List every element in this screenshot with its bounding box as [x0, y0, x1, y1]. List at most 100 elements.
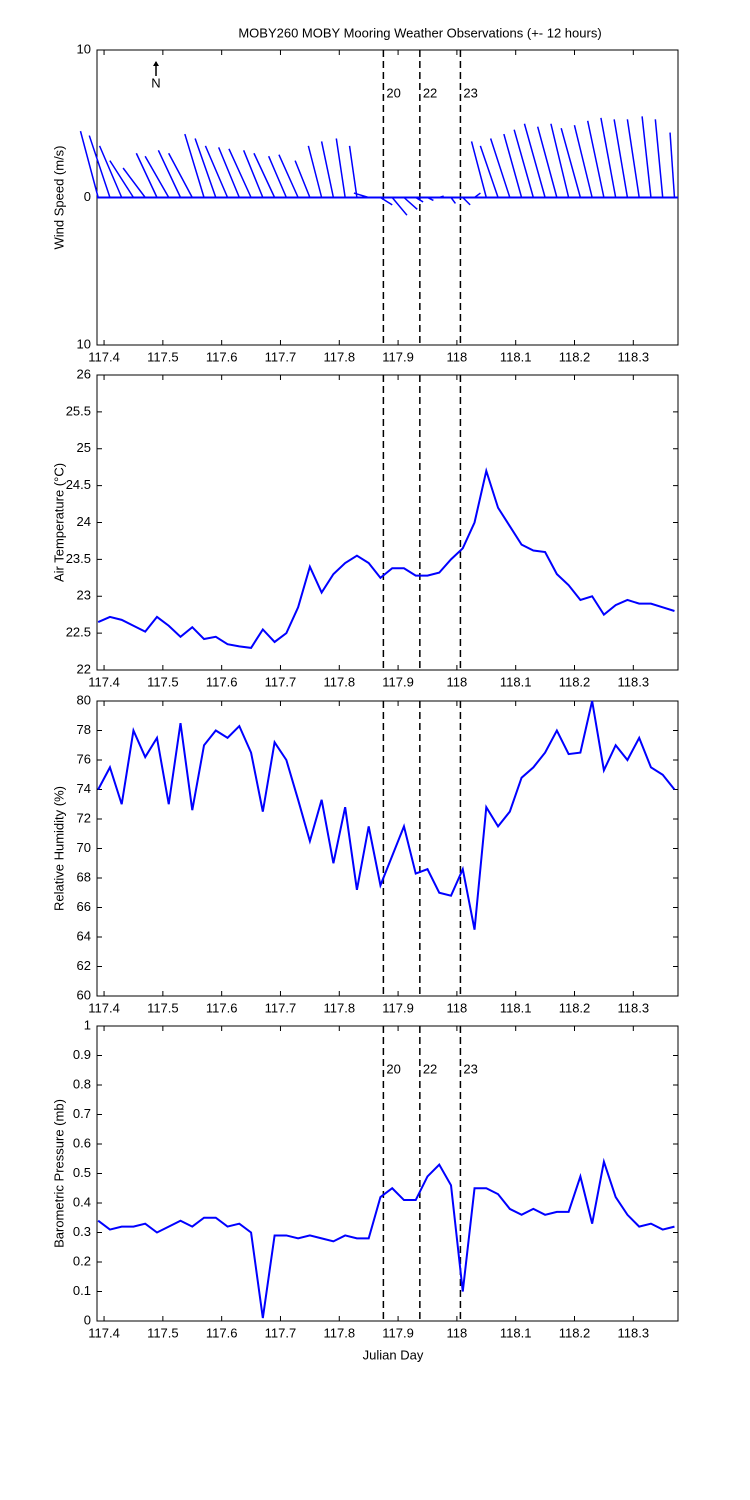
- x-tick-label: 117.5: [147, 349, 179, 364]
- x-tick-label: 117.6: [206, 1325, 238, 1340]
- wind-stick: [294, 160, 311, 198]
- x-tick-label: 117.8: [323, 1000, 355, 1015]
- wind-stick: [122, 167, 146, 198]
- y-tick-label: 0.2: [73, 1253, 91, 1268]
- wind-stick: [242, 150, 264, 198]
- y-tick-label: 60: [77, 987, 91, 1002]
- x-axis-label: Julian Day: [363, 1347, 424, 1362]
- y-tick-label: 0.4: [73, 1194, 91, 1209]
- y-tick-label: 72: [77, 810, 91, 825]
- y-tick-label: 70: [77, 840, 91, 855]
- data-line: [97, 1157, 675, 1319]
- event-label: 22: [423, 1062, 437, 1077]
- y-axis-label: Relative Humidity (%): [51, 786, 66, 911]
- x-tick-label: 117.6: [206, 349, 238, 364]
- wind-stick: [204, 145, 229, 198]
- x-tick-label: 118.1: [500, 1000, 532, 1015]
- y-tick-label: 0.5: [73, 1165, 91, 1180]
- y-tick-label: 1: [84, 1017, 91, 1032]
- panel: Relative Humidity (%) 117.4 117.5 117.6 117.…: [51, 692, 679, 1015]
- x-tick-label: 117.7: [265, 674, 297, 689]
- x-tick-label: 118.3: [618, 674, 650, 689]
- event-label: 20: [386, 1062, 400, 1077]
- y-tick-label: 0.6: [73, 1135, 91, 1150]
- wind-stick: [479, 145, 499, 198]
- wind-stick: [573, 125, 593, 198]
- wind-stick: [253, 152, 276, 198]
- x-tick-label: 117.6: [206, 674, 238, 689]
- y-axis-label: Barometric Pressure (mb): [51, 1099, 66, 1248]
- x-tick-label: 117.4: [88, 1000, 120, 1015]
- y-tick-label: 0.1: [73, 1283, 91, 1298]
- wind-stick: [462, 196, 471, 206]
- y-tick-label: 62: [77, 958, 91, 973]
- y-axis-label: Wind Speed (m/s): [51, 145, 66, 249]
- y-tick-label: 0.8: [73, 1076, 91, 1091]
- x-tick-label: 117.9: [382, 349, 414, 364]
- x-tick-label: 117.4: [88, 1325, 120, 1340]
- x-tick-label: 118.2: [559, 349, 591, 364]
- wind-stick: [168, 152, 193, 198]
- x-tick-label: 117.5: [147, 674, 179, 689]
- data-line: [97, 700, 676, 930]
- wind-stick: [403, 196, 418, 210]
- x-tick-label: 118: [447, 349, 468, 364]
- x-tick-label: 118.3: [618, 349, 650, 364]
- wind-stick: [503, 133, 523, 198]
- x-tick-label: 118: [447, 1000, 468, 1015]
- wind-stick: [380, 196, 393, 206]
- x-tick-label: 118: [447, 674, 468, 689]
- y-tick-label: 23: [77, 588, 91, 603]
- x-tick-label: 118.3: [618, 1000, 650, 1015]
- wind-stick: [307, 145, 323, 198]
- wind-stick: [450, 197, 457, 204]
- y-tick-label: 64: [77, 928, 91, 943]
- wind-stick: [427, 196, 434, 202]
- wind-stick: [613, 119, 629, 198]
- event-label: 20: [386, 86, 400, 101]
- wind-stick: [474, 192, 481, 199]
- x-tick-label: 117.8: [323, 674, 355, 689]
- data-line: [97, 467, 675, 649]
- x-tick-label: 117.7: [265, 349, 297, 364]
- wind-stick: [98, 145, 123, 198]
- wind-stick: [586, 120, 605, 198]
- x-tick-label: 118.1: [500, 1325, 532, 1340]
- north-label: N: [151, 75, 160, 90]
- y-tick-label: 25.5: [66, 403, 91, 418]
- y-tick-label: 0.7: [73, 1106, 91, 1121]
- x-tick-label: 117.8: [323, 1325, 355, 1340]
- event-label: 23: [463, 1062, 477, 1077]
- wind-stick: [391, 197, 408, 216]
- north-arrow-head: [153, 61, 159, 66]
- wind-stick: [489, 138, 511, 198]
- figure-title: MOBY260 MOBY Mooring Weather Observation…: [238, 25, 601, 40]
- x-tick-label: 117.6: [206, 1000, 238, 1015]
- x-tick-label: 118.3: [618, 1325, 650, 1340]
- x-tick-label: 117.9: [382, 1325, 414, 1340]
- y-tick-label: 10: [77, 336, 91, 351]
- x-tick-label: 117.5: [147, 1325, 179, 1340]
- x-tick-label: 117.5: [147, 1000, 179, 1015]
- wind-stick: [335, 138, 346, 198]
- wind-stick: [348, 145, 358, 198]
- wind-stick: [135, 152, 158, 198]
- y-tick-label: 76: [77, 751, 91, 766]
- wind-stick: [228, 148, 252, 198]
- panel: Wind Speed (m/s) 117.4 117.5 117.6 117.7 117.…: [51, 41, 679, 364]
- wind-stick: [88, 135, 111, 198]
- y-tick-label: 74: [77, 781, 91, 796]
- wind-stick: [109, 160, 135, 198]
- wind-stick: [550, 123, 570, 198]
- y-tick-label: 0.3: [73, 1224, 91, 1239]
- wind-stick: [184, 133, 205, 198]
- wind-stick: [320, 141, 335, 198]
- x-tick-label: 118.2: [559, 674, 591, 689]
- wind-stick: [600, 117, 617, 198]
- y-tick-label: 24: [77, 514, 91, 529]
- x-tick-label: 117.7: [265, 1325, 297, 1340]
- y-tick-label: 25: [77, 440, 91, 455]
- wind-stick: [217, 147, 241, 198]
- y-axis-label: Air Temperature (°C): [51, 463, 66, 582]
